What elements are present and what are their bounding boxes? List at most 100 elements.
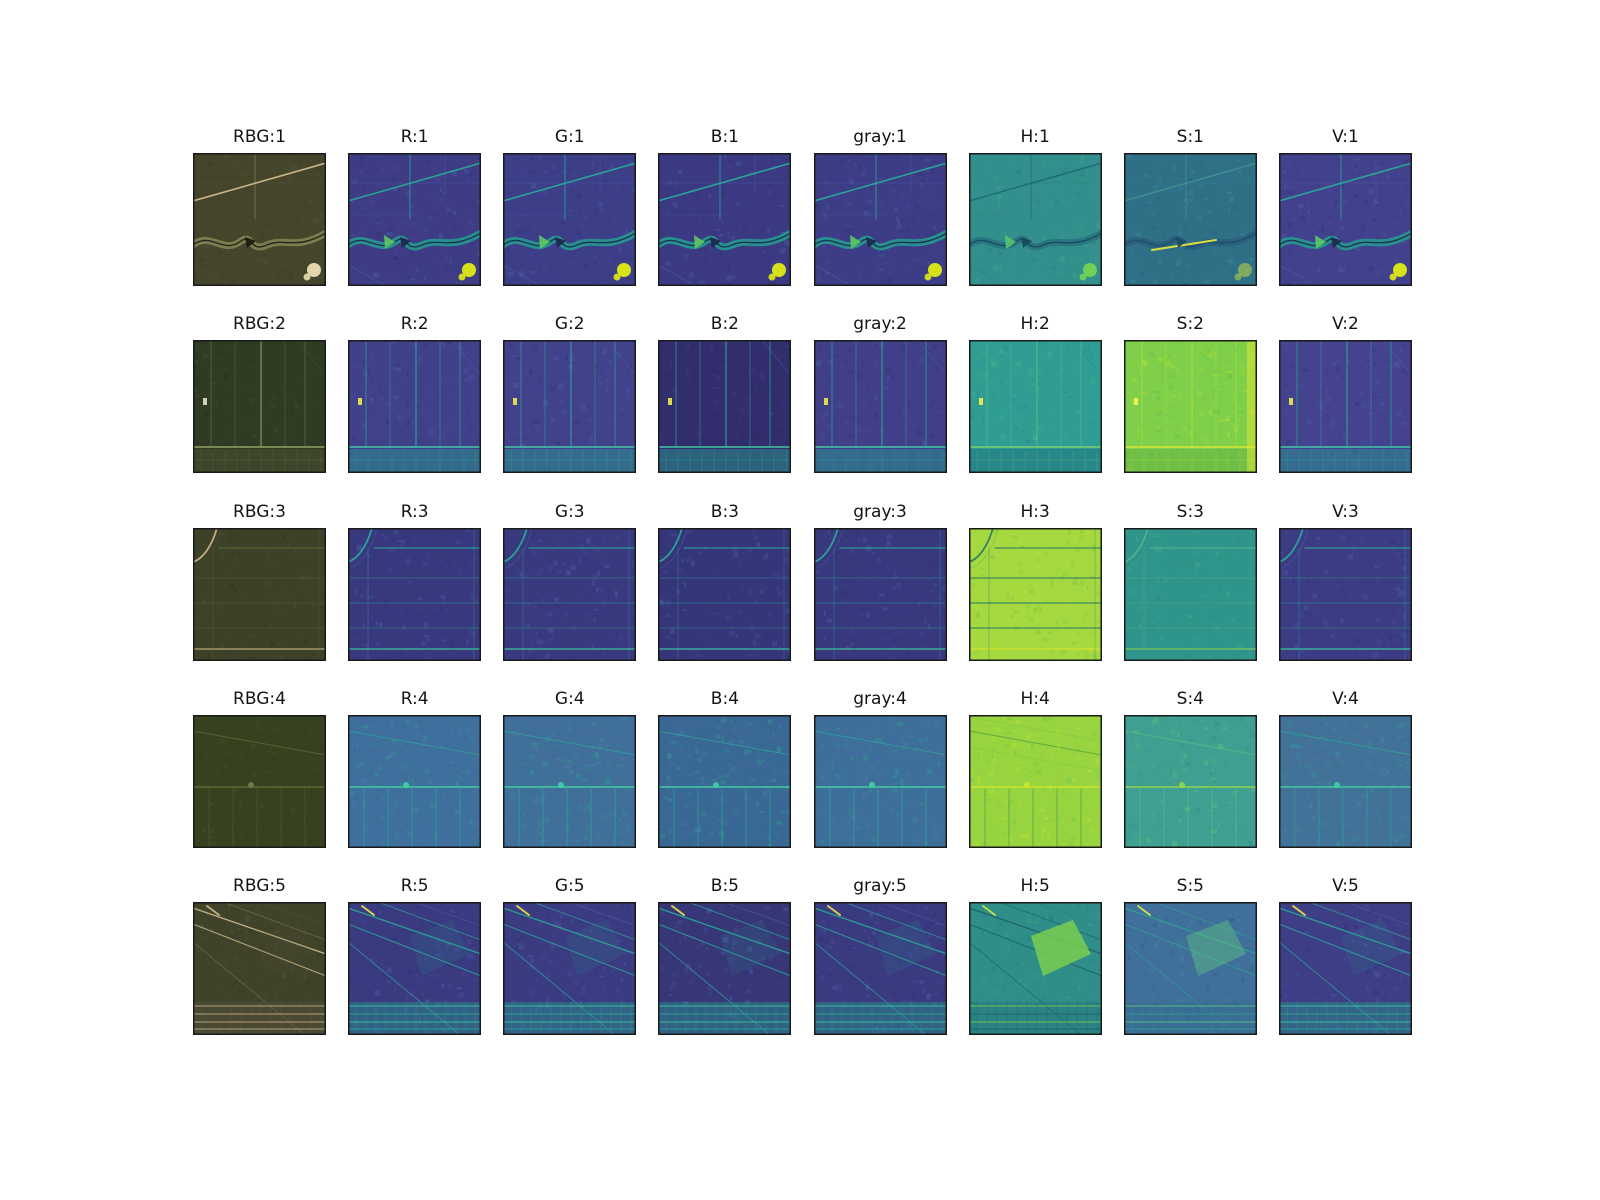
figure-cell-v-3: V:3 <box>1278 501 1412 661</box>
figure-cell-g-2: G:2 <box>503 313 637 474</box>
panel-image-s-1 <box>1123 153 1257 286</box>
panel-title: B:1 <box>710 127 740 147</box>
panel-image-gray-1 <box>813 153 947 286</box>
panel-image-svg <box>968 340 1102 474</box>
panel-title: B:3 <box>710 501 740 522</box>
panel-title: gray:3 <box>853 501 907 522</box>
panel-image-h-3 <box>968 527 1102 661</box>
panel-image-b-3 <box>658 527 792 661</box>
panel-image-v-4 <box>1278 714 1412 848</box>
panel-title: R:3 <box>400 501 429 522</box>
panel-image-svg <box>658 902 792 1035</box>
panel-title: G:1 <box>554 127 585 147</box>
panel-image-svg <box>813 902 947 1035</box>
figure-cell-b-2: B:2 <box>658 313 792 474</box>
panel-image-svg <box>1123 527 1257 661</box>
figure-cell-rbg-1: RBG:1 <box>193 126 326 286</box>
figure-cell-g-4: G:4 <box>503 688 637 848</box>
panel-image-svg <box>658 340 792 474</box>
figure-cell-h-3: H:3 <box>968 501 1102 661</box>
panel-image-g-4 <box>503 714 637 848</box>
panel-image-s-5 <box>1123 902 1257 1035</box>
panel-title: B:4 <box>710 688 740 709</box>
panel-image-rbg-3 <box>193 527 326 661</box>
panel-title: H:1 <box>1020 127 1050 147</box>
panel-image-v-2 <box>1278 340 1412 474</box>
panel-image-svg <box>1123 340 1257 474</box>
figure-cell-b-4: B:4 <box>658 688 792 848</box>
panel-image-svg <box>813 153 947 286</box>
panel-image-svg <box>1123 902 1257 1035</box>
panel-title: gray:2 <box>853 314 907 335</box>
figure-cell-s-2: S:2 <box>1123 313 1257 474</box>
panel-title: R:1 <box>400 127 429 147</box>
panel-title: S:5 <box>1176 876 1204 896</box>
panel-title: G:2 <box>554 314 585 335</box>
figure-cell-v-1: V:1 <box>1278 126 1412 286</box>
panel-title: G:4 <box>554 688 585 709</box>
panel-image-svg <box>1278 714 1412 848</box>
panel-image-gray-3 <box>813 527 947 661</box>
panel-title: B:2 <box>710 314 740 335</box>
figure-cell-r-1: R:1 <box>348 126 482 286</box>
panel-image-svg <box>1278 527 1412 661</box>
figure-cell-r-5: R:5 <box>348 875 482 1035</box>
panel-title: H:3 <box>1020 501 1050 522</box>
panel-image-svg <box>813 340 947 474</box>
panel-image-svg <box>1278 902 1412 1035</box>
panel-image-s-3 <box>1123 527 1257 661</box>
panel-image-svg <box>193 902 326 1035</box>
panel-image-r-5 <box>348 902 482 1035</box>
panel-image-h-5 <box>968 902 1102 1035</box>
panel-image-svg <box>1278 340 1412 474</box>
panel-image-b-5 <box>658 902 792 1035</box>
panel-title: S:2 <box>1176 314 1204 335</box>
panel-title: S:4 <box>1176 688 1204 709</box>
panel-image-b-1 <box>658 153 792 286</box>
panel-title: V:2 <box>1332 314 1359 335</box>
figure-cell-gray-3: gray:3 <box>813 501 947 661</box>
figure-cell-b-5: B:5 <box>658 875 792 1035</box>
panel-image-svg <box>813 714 947 848</box>
panel-image-svg <box>503 714 637 848</box>
figure-cell-gray-4: gray:4 <box>813 688 947 848</box>
panel-image-svg <box>1123 714 1257 848</box>
figure-cell-s-3: S:3 <box>1123 501 1257 661</box>
panel-image-rbg-2 <box>193 340 326 474</box>
panel-image-g-3 <box>503 527 637 661</box>
panel-image-svg <box>1123 153 1257 286</box>
panel-title: S:1 <box>1176 127 1204 147</box>
figure-cell-r-2: R:2 <box>348 313 482 474</box>
figure-cell-g-3: G:3 <box>503 501 637 661</box>
figure-cell-s-4: S:4 <box>1123 688 1257 848</box>
panel-image-r-1 <box>348 153 482 286</box>
panel-image-r-3 <box>348 527 482 661</box>
figure-cell-b-3: B:3 <box>658 501 792 661</box>
panel-title: RBG:5 <box>233 876 286 896</box>
panel-image-svg <box>193 153 326 286</box>
panel-image-g-2 <box>503 340 637 474</box>
panel-title: H:4 <box>1020 688 1050 709</box>
panel-image-svg <box>658 153 792 286</box>
figure-cell-h-1: H:1 <box>968 126 1102 286</box>
panel-title: RBG:3 <box>233 501 286 522</box>
figure-cell-g-5: G:5 <box>503 875 637 1035</box>
figure-cell-s-1: S:1 <box>1123 126 1257 286</box>
panel-image-svg <box>658 527 792 661</box>
figure-cell-v-4: V:4 <box>1278 688 1412 848</box>
panel-image-g-1 <box>503 153 637 286</box>
figure-cell-h-2: H:2 <box>968 313 1102 474</box>
panel-image-svg <box>968 902 1102 1035</box>
panel-image-rbg-4 <box>193 714 326 848</box>
figure-cell-rbg-3: RBG:3 <box>193 501 326 661</box>
panel-image-svg <box>348 527 482 661</box>
panel-image-v-1 <box>1278 153 1412 286</box>
figure-cell-v-2: V:2 <box>1278 313 1412 474</box>
figure-cell-s-5: S:5 <box>1123 875 1257 1035</box>
panel-title: V:3 <box>1332 501 1359 522</box>
panel-image-h-4 <box>968 714 1102 848</box>
panel-image-s-4 <box>1123 714 1257 848</box>
figure-cell-rbg-5: RBG:5 <box>193 875 326 1035</box>
